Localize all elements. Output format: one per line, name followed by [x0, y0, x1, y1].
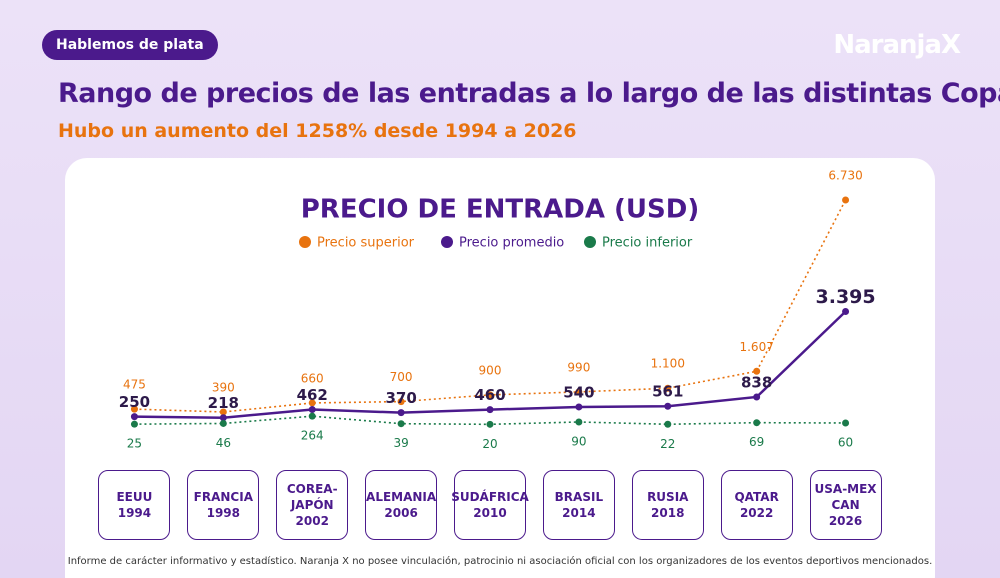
data-point [575, 388, 583, 396]
data-label: 69 [749, 435, 764, 449]
data-point [842, 307, 850, 315]
data-point [753, 367, 761, 375]
data-label: 838 [741, 373, 772, 391]
category-box: BRASIL 2014 [542, 470, 615, 540]
data-label: 475 [123, 378, 146, 392]
data-label: 46 [216, 436, 231, 450]
legend-label: Precio superior [317, 236, 415, 251]
data-point [397, 420, 405, 428]
data-label: 990 [567, 360, 590, 374]
legend-marker [584, 236, 596, 248]
data-label: 1.607 [739, 340, 773, 354]
data-point [575, 418, 583, 426]
data-label: 700 [390, 370, 413, 384]
category-box: EEUU 1994 [98, 470, 171, 540]
data-label: 462 [297, 386, 328, 404]
chart-title: PRECIO DE ENTRADA (USD) [301, 195, 699, 225]
category-box: COREA- JAPÓN 2002 [276, 470, 349, 540]
data-label: 25 [127, 437, 142, 451]
data-label: 1.100 [651, 357, 685, 371]
data-label: 218 [208, 394, 239, 412]
data-point [664, 420, 672, 428]
data-label: 20 [482, 437, 497, 451]
brand-logo: NaranjaX [833, 30, 961, 60]
data-label: 250 [119, 393, 150, 411]
category-box: ALEMANIA 2006 [365, 470, 438, 540]
data-point [842, 196, 850, 204]
data-label: 460 [474, 386, 505, 404]
data-point [664, 402, 672, 410]
data-label: 390 [212, 380, 235, 394]
data-point [575, 403, 583, 411]
page-title: Rango de precios de las entradas a lo la… [58, 78, 1000, 109]
tag[interactable]: Hablemos de plata [42, 30, 218, 60]
data-label: 900 [479, 363, 502, 377]
data-point [486, 420, 494, 428]
category-box: RUSIA 2018 [631, 470, 704, 540]
data-point [308, 399, 316, 407]
data-point [308, 406, 316, 414]
data-label: 39 [393, 436, 408, 450]
legend-marker [299, 236, 311, 248]
data-point [219, 414, 227, 422]
footnote: Informe de carácter informativo y estadí… [67, 556, 933, 567]
data-label: 60 [838, 435, 853, 449]
data-point [664, 384, 672, 392]
page-subtitle: Hubo un aumento del 1258% desde 1994 a 2… [58, 120, 577, 142]
data-point [130, 405, 138, 413]
data-point [397, 409, 405, 417]
data-point [130, 420, 138, 428]
category-box: USA-MEX CAN 2026 [809, 470, 882, 540]
data-label: 540 [563, 383, 594, 401]
data-label: 90 [571, 434, 586, 448]
category-box: FRANCIA 1998 [187, 470, 260, 540]
series-line [134, 199, 847, 413]
data-point [219, 419, 227, 427]
data-label: 370 [385, 389, 416, 407]
legend-label: Precio inferior [602, 236, 693, 251]
legend-label: Precio promedio [459, 236, 564, 251]
data-point [486, 406, 494, 414]
data-point [130, 413, 138, 421]
legend-marker [441, 236, 453, 248]
data-label: 22 [660, 437, 675, 451]
data-label: 660 [301, 371, 324, 385]
data-label: 6.730 [828, 169, 862, 183]
category-box: SUDÁFRICA 2010 [451, 470, 529, 540]
data-point [753, 419, 761, 427]
data-point [842, 419, 850, 427]
data-point [219, 408, 227, 416]
data-label: 3.395 [816, 286, 876, 308]
data-point [397, 398, 405, 406]
data-point [308, 412, 316, 420]
data-point [486, 391, 494, 399]
data-label: 561 [652, 383, 683, 401]
data-label: 264 [301, 429, 324, 443]
data-point [753, 393, 761, 401]
category-box: QATAR 2022 [720, 470, 793, 540]
